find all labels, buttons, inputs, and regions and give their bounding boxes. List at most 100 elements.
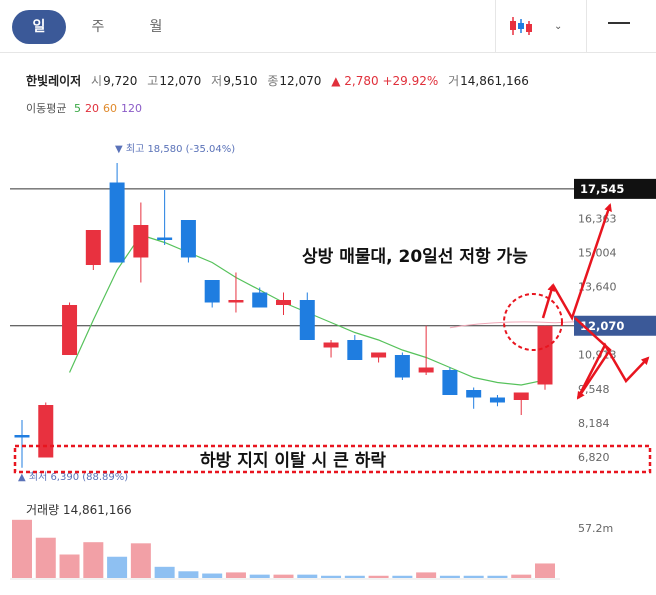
y-tick-label: 15,004 xyxy=(578,246,617,259)
volume-bar xyxy=(202,573,223,578)
volume-value: 14,861,166 xyxy=(460,74,529,88)
y-tick-label: 6,820 xyxy=(578,451,610,464)
chart-type-selector[interactable]: ⌄ xyxy=(508,10,578,42)
volume-bar xyxy=(130,543,151,578)
moving-average-legend: 이동평균 5 20 60 120 xyxy=(26,100,150,116)
price-tag-label: 12,070 xyxy=(580,319,624,333)
scenario-arrow xyxy=(576,342,650,399)
candle-body xyxy=(537,325,553,385)
candle-body xyxy=(466,390,482,398)
candle-body xyxy=(228,300,244,303)
candle-body xyxy=(38,405,54,458)
high-label: 고 xyxy=(147,74,159,88)
volume-bar xyxy=(463,575,484,578)
volume-bar xyxy=(392,575,413,578)
divider xyxy=(495,0,496,52)
support-annotation: 하방 지지 이탈 시 큰 하락 xyxy=(200,450,386,471)
volume-bar xyxy=(535,563,555,578)
scenario-arrow xyxy=(551,203,612,322)
low-label: 저 xyxy=(211,74,223,88)
candle-body xyxy=(14,435,30,438)
period-tabs: 일 주 월 xyxy=(12,10,188,44)
divider xyxy=(586,0,587,52)
y-tick-label: 13,640 xyxy=(578,281,617,294)
ma-long-line xyxy=(449,321,576,329)
volume-bar xyxy=(154,566,175,578)
volume-bar xyxy=(59,554,80,578)
resistance-annotation: 상방 매물대, 20일선 저항 가능 xyxy=(302,246,528,267)
low-marker: ▲ 최저 6,390 (88.89%) xyxy=(18,471,128,483)
volume-axis-label: 57.2m xyxy=(578,522,613,535)
volume-bar xyxy=(107,556,128,578)
tab-monthly[interactable]: 월 xyxy=(149,19,163,35)
candle-body xyxy=(299,300,315,340)
volume-label: 거 xyxy=(448,74,460,88)
scenario-arrow xyxy=(574,317,612,400)
candle-body xyxy=(62,305,78,355)
candle-body xyxy=(371,352,387,358)
candle-body xyxy=(252,292,268,308)
candle-body xyxy=(133,225,149,258)
volume-bar xyxy=(35,537,56,578)
close-value: 12,070 xyxy=(279,74,322,88)
scenario-arrow xyxy=(541,283,556,319)
chevron-down-icon: ⌄ xyxy=(554,20,563,32)
highlight-circle xyxy=(503,293,563,351)
support-box xyxy=(13,444,652,474)
ma-item[interactable]: 5 xyxy=(73,102,81,115)
volume-bar xyxy=(249,574,270,578)
high-marker: ▼ 최고 18,580 (-35.04%) xyxy=(115,143,235,155)
y-tick-label: 8,184 xyxy=(578,417,610,430)
candle-body xyxy=(442,370,458,395)
candle-body xyxy=(85,230,101,265)
volume-bar xyxy=(439,575,460,578)
ma-item[interactable]: 60 xyxy=(102,102,117,115)
tab-daily[interactable]: 일 xyxy=(12,10,66,44)
menu-icon[interactable] xyxy=(608,22,630,24)
volume-bar xyxy=(511,574,532,578)
tab-weekly[interactable]: 주 xyxy=(91,19,105,35)
close-label: 종 xyxy=(267,74,279,88)
candle-body xyxy=(204,280,220,303)
change-value: ▲ 2,780 +29.92% xyxy=(331,74,439,88)
ma-item[interactable]: 120 xyxy=(120,102,142,115)
low-value: 9,510 xyxy=(223,74,258,88)
volume-bar xyxy=(273,574,294,578)
volume-label: 거래량 14,861,166 xyxy=(26,503,132,517)
candle-body xyxy=(157,237,173,240)
candle-body xyxy=(513,392,529,400)
stock-info: 한빛레이저 시9,720 고12,070 저9,510 종12,070 ▲ 2,… xyxy=(26,72,535,89)
volume-bar xyxy=(344,575,365,578)
volume-bar xyxy=(487,575,508,578)
candle-body xyxy=(347,340,363,360)
candle-body xyxy=(323,342,339,348)
price-tag xyxy=(574,315,656,336)
volume-bar xyxy=(225,572,246,578)
y-tick-label: 10,913 xyxy=(578,349,617,362)
ma-items: 5 20 60 120 xyxy=(74,102,146,115)
open-label: 시 xyxy=(91,74,103,88)
candle-body xyxy=(489,397,505,403)
ma-label: 이동평균 xyxy=(26,102,67,115)
high-value: 12,070 xyxy=(159,74,202,88)
volume-bar xyxy=(178,571,199,578)
price-tag-label: 17,545 xyxy=(580,182,624,196)
volume-bar xyxy=(368,575,389,578)
volume-bar xyxy=(416,572,437,578)
candlestick-icon xyxy=(510,17,532,35)
volume-bar xyxy=(297,574,318,578)
candle-body xyxy=(276,300,291,305)
header-divider xyxy=(0,52,656,53)
y-tick-label: 16,363 xyxy=(578,212,617,225)
stock-name: 한빛레이저 xyxy=(26,74,82,88)
candle-body xyxy=(109,182,125,263)
candle-body xyxy=(180,220,196,258)
candle-body xyxy=(418,367,434,373)
open-value: 9,720 xyxy=(103,74,138,88)
volume-bar xyxy=(12,519,32,578)
volume-bar xyxy=(83,542,104,578)
volume-bar xyxy=(321,575,342,578)
ma-item[interactable]: 20 xyxy=(84,102,99,115)
price-tag xyxy=(574,178,656,199)
